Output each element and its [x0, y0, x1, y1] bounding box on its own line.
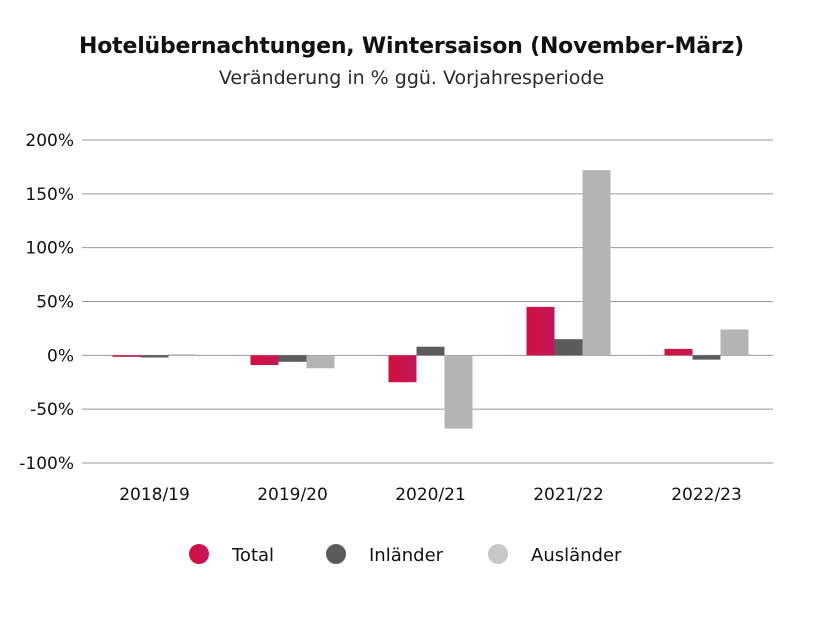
x-tick-label: 2021/22	[533, 485, 604, 505]
bar-total-2019-20	[250, 355, 279, 366]
bar-ausl-nder-2018-19	[168, 354, 197, 356]
legend-marker	[326, 544, 346, 564]
x-axis-tick-labels: 2018/19 2019/20 2020/21 2021/22 2022/23	[119, 485, 742, 505]
bar-ausl-nder-2022-23	[720, 329, 749, 356]
x-tick-label: 2018/19	[119, 485, 190, 505]
chart-subtitle: Veränderung in % ggü. Vorjahresperiode	[218, 67, 605, 89]
x-tick-label: 2020/21	[395, 485, 466, 505]
legend: Total Inländer Ausländer	[189, 544, 622, 566]
grid-lines	[82, 139, 773, 464]
bar-ausl-nder-2021-22	[582, 170, 611, 356]
bar-inl-nder-2020-21	[416, 346, 445, 356]
legend-label: Inländer	[369, 545, 444, 566]
legend-marker	[488, 544, 508, 564]
y-tick-label: -100%	[19, 454, 74, 474]
bar-inl-nder-2021-22	[554, 339, 583, 356]
y-tick-label: 50%	[36, 293, 74, 313]
bar-ausl-nder-2020-21	[444, 355, 473, 429]
y-tick-label: 100%	[25, 239, 74, 259]
bar-total-2020-21	[388, 355, 417, 383]
x-tick-label: 2019/20	[257, 485, 328, 505]
bar-inl-nder-2018-19	[140, 355, 169, 358]
legend-marker	[189, 544, 209, 564]
y-tick-label: -50%	[30, 400, 74, 420]
bar-inl-nder-2022-23	[692, 355, 721, 360]
bar-total-2022-23	[664, 348, 693, 356]
y-tick-label: 0%	[47, 346, 74, 366]
y-tick-label: 200%	[25, 131, 74, 151]
legend-label: Total	[231, 545, 274, 566]
bars	[112, 170, 749, 429]
y-axis-tick-labels: -100% -50% 0% 50% 100% 150% 200%	[19, 131, 74, 474]
chart-title: Hotelübernachtungen, Wintersaison (Novem…	[79, 34, 744, 59]
bar-ausl-nder-2019-20	[306, 355, 335, 369]
y-tick-label: 150%	[25, 185, 74, 205]
x-tick-label: 2022/23	[671, 485, 742, 505]
bar-total-2021-22	[526, 306, 555, 356]
bar-inl-nder-2019-20	[278, 355, 307, 362]
bar-total-2018-19	[112, 355, 141, 357]
legend-label: Ausländer	[531, 545, 622, 566]
